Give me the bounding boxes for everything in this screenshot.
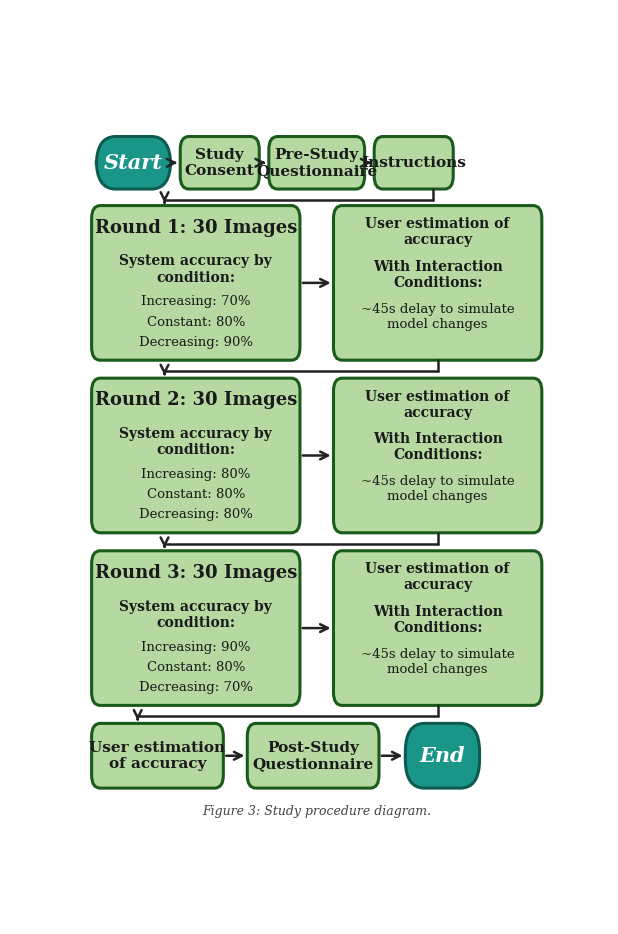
Text: End: End: [420, 745, 465, 766]
Text: With Interaction
Conditions:: With Interaction Conditions:: [373, 604, 502, 635]
FancyBboxPatch shape: [334, 378, 542, 532]
Text: Decreasing: 70%: Decreasing: 70%: [139, 681, 253, 694]
Text: Increasing: 90%: Increasing: 90%: [141, 641, 250, 654]
Text: Study
Consent: Study Consent: [185, 148, 255, 177]
Text: User estimation
of accuracy: User estimation of accuracy: [90, 741, 226, 771]
Text: ~45s delay to simulate
model changes: ~45s delay to simulate model changes: [361, 475, 514, 503]
Text: Round 2: 30 Images: Round 2: 30 Images: [95, 391, 297, 409]
Text: System accuracy by
condition:: System accuracy by condition:: [119, 600, 272, 630]
Text: User estimation of
accuracy: User estimation of accuracy: [365, 217, 510, 248]
Text: Constant: 80%: Constant: 80%: [146, 316, 245, 329]
Text: Decreasing: 90%: Decreasing: 90%: [139, 335, 253, 348]
Text: With Interaction
Conditions:: With Interaction Conditions:: [373, 260, 502, 290]
FancyBboxPatch shape: [91, 723, 223, 788]
Text: Pre-Study
Questionnaire: Pre-Study Questionnaire: [256, 148, 378, 177]
Text: Figure 3: Study procedure diagram.: Figure 3: Study procedure diagram.: [202, 805, 431, 818]
FancyBboxPatch shape: [180, 136, 260, 189]
FancyBboxPatch shape: [91, 205, 300, 361]
Text: Constant: 80%: Constant: 80%: [146, 488, 245, 502]
Text: Constant: 80%: Constant: 80%: [146, 661, 245, 673]
FancyBboxPatch shape: [91, 551, 300, 705]
Text: ~45s delay to simulate
model changes: ~45s delay to simulate model changes: [361, 303, 514, 331]
Text: With Interaction
Conditions:: With Interaction Conditions:: [373, 432, 502, 462]
FancyBboxPatch shape: [96, 136, 171, 189]
Text: Start: Start: [104, 153, 163, 173]
Text: Decreasing: 80%: Decreasing: 80%: [139, 508, 253, 521]
FancyBboxPatch shape: [91, 378, 300, 532]
FancyBboxPatch shape: [247, 723, 379, 788]
Text: System accuracy by
condition:: System accuracy by condition:: [119, 254, 272, 285]
Text: Instructions: Instructions: [362, 156, 466, 170]
FancyBboxPatch shape: [269, 136, 365, 189]
Text: Post-Study
Questionnaire: Post-Study Questionnaire: [253, 741, 374, 771]
Text: ~45s delay to simulate
model changes: ~45s delay to simulate model changes: [361, 648, 514, 676]
FancyBboxPatch shape: [405, 723, 480, 788]
FancyBboxPatch shape: [334, 205, 542, 361]
Text: Round 1: 30 Images: Round 1: 30 Images: [95, 219, 297, 236]
Text: User estimation of
accuracy: User estimation of accuracy: [365, 562, 510, 592]
Text: Increasing: 70%: Increasing: 70%: [141, 295, 250, 308]
FancyBboxPatch shape: [334, 551, 542, 705]
Text: Round 3: 30 Images: Round 3: 30 Images: [95, 564, 297, 582]
Text: Increasing: 80%: Increasing: 80%: [141, 468, 250, 481]
FancyBboxPatch shape: [375, 136, 453, 189]
Text: User estimation of
accuracy: User estimation of accuracy: [365, 389, 510, 420]
Text: System accuracy by
condition:: System accuracy by condition:: [119, 427, 272, 458]
